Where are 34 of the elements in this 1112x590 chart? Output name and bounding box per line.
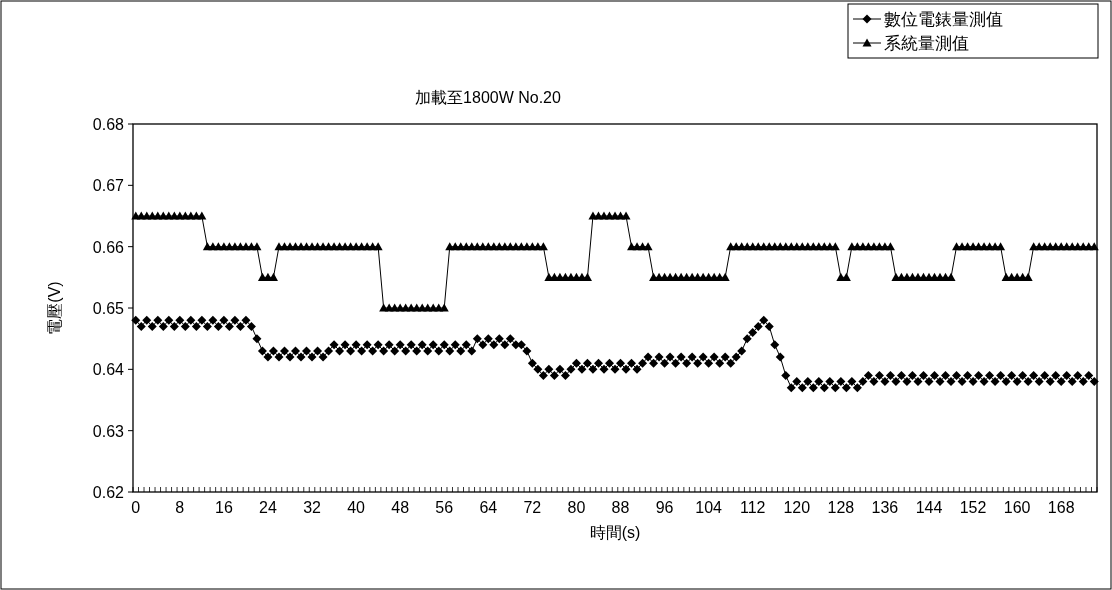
x-tick-label: 160 — [1003, 499, 1031, 516]
x-tick-label: 112 — [739, 499, 766, 516]
x-tick-label: 136 — [871, 499, 899, 516]
chart-title: 加載至1800W No.20 — [415, 89, 562, 106]
x-tick-label: 16 — [214, 499, 233, 516]
x-tick-label: 88 — [611, 499, 630, 516]
x-tick-label: 24 — [259, 499, 277, 516]
y-tick-label: 0.65 — [92, 300, 125, 317]
x-tick-label: 120 — [783, 499, 811, 516]
x-tick-label: 96 — [655, 499, 674, 516]
y-tick-label: 0.68 — [92, 116, 125, 133]
legend-label: 數位電錶量測值 — [884, 10, 1003, 29]
x-axis-title: 時間(s) — [589, 524, 641, 541]
x-tick-label: 144 — [915, 499, 943, 516]
x-tick-label: 64 — [479, 499, 498, 516]
x-tick-label: 56 — [435, 499, 454, 516]
x-tick-label: 0 — [131, 499, 141, 516]
x-tick-label: 8 — [175, 499, 185, 516]
y-tick-label: 0.67 — [92, 177, 125, 195]
x-tick-label: 32 — [303, 499, 322, 516]
x-tick-label: 48 — [391, 499, 410, 516]
x-tick-label: 40 — [347, 499, 366, 516]
x-tick-label: 80 — [567, 499, 586, 516]
y-tick-label: 0.64 — [92, 361, 125, 379]
y-tick-label: 0.63 — [92, 422, 125, 440]
x-tick-label: 168 — [1047, 499, 1075, 516]
legend-label: 系統量測值 — [884, 34, 969, 53]
y-tick-label: 0.66 — [92, 238, 125, 256]
y-axis-title: 電壓(V) — [46, 281, 63, 335]
x-tick-label: 104 — [695, 499, 723, 516]
x-tick-label: 152 — [959, 499, 987, 516]
y-tick-label: 0.62 — [92, 484, 125, 501]
x-tick-label: 72 — [523, 499, 542, 516]
x-tick-label: 128 — [827, 499, 855, 516]
